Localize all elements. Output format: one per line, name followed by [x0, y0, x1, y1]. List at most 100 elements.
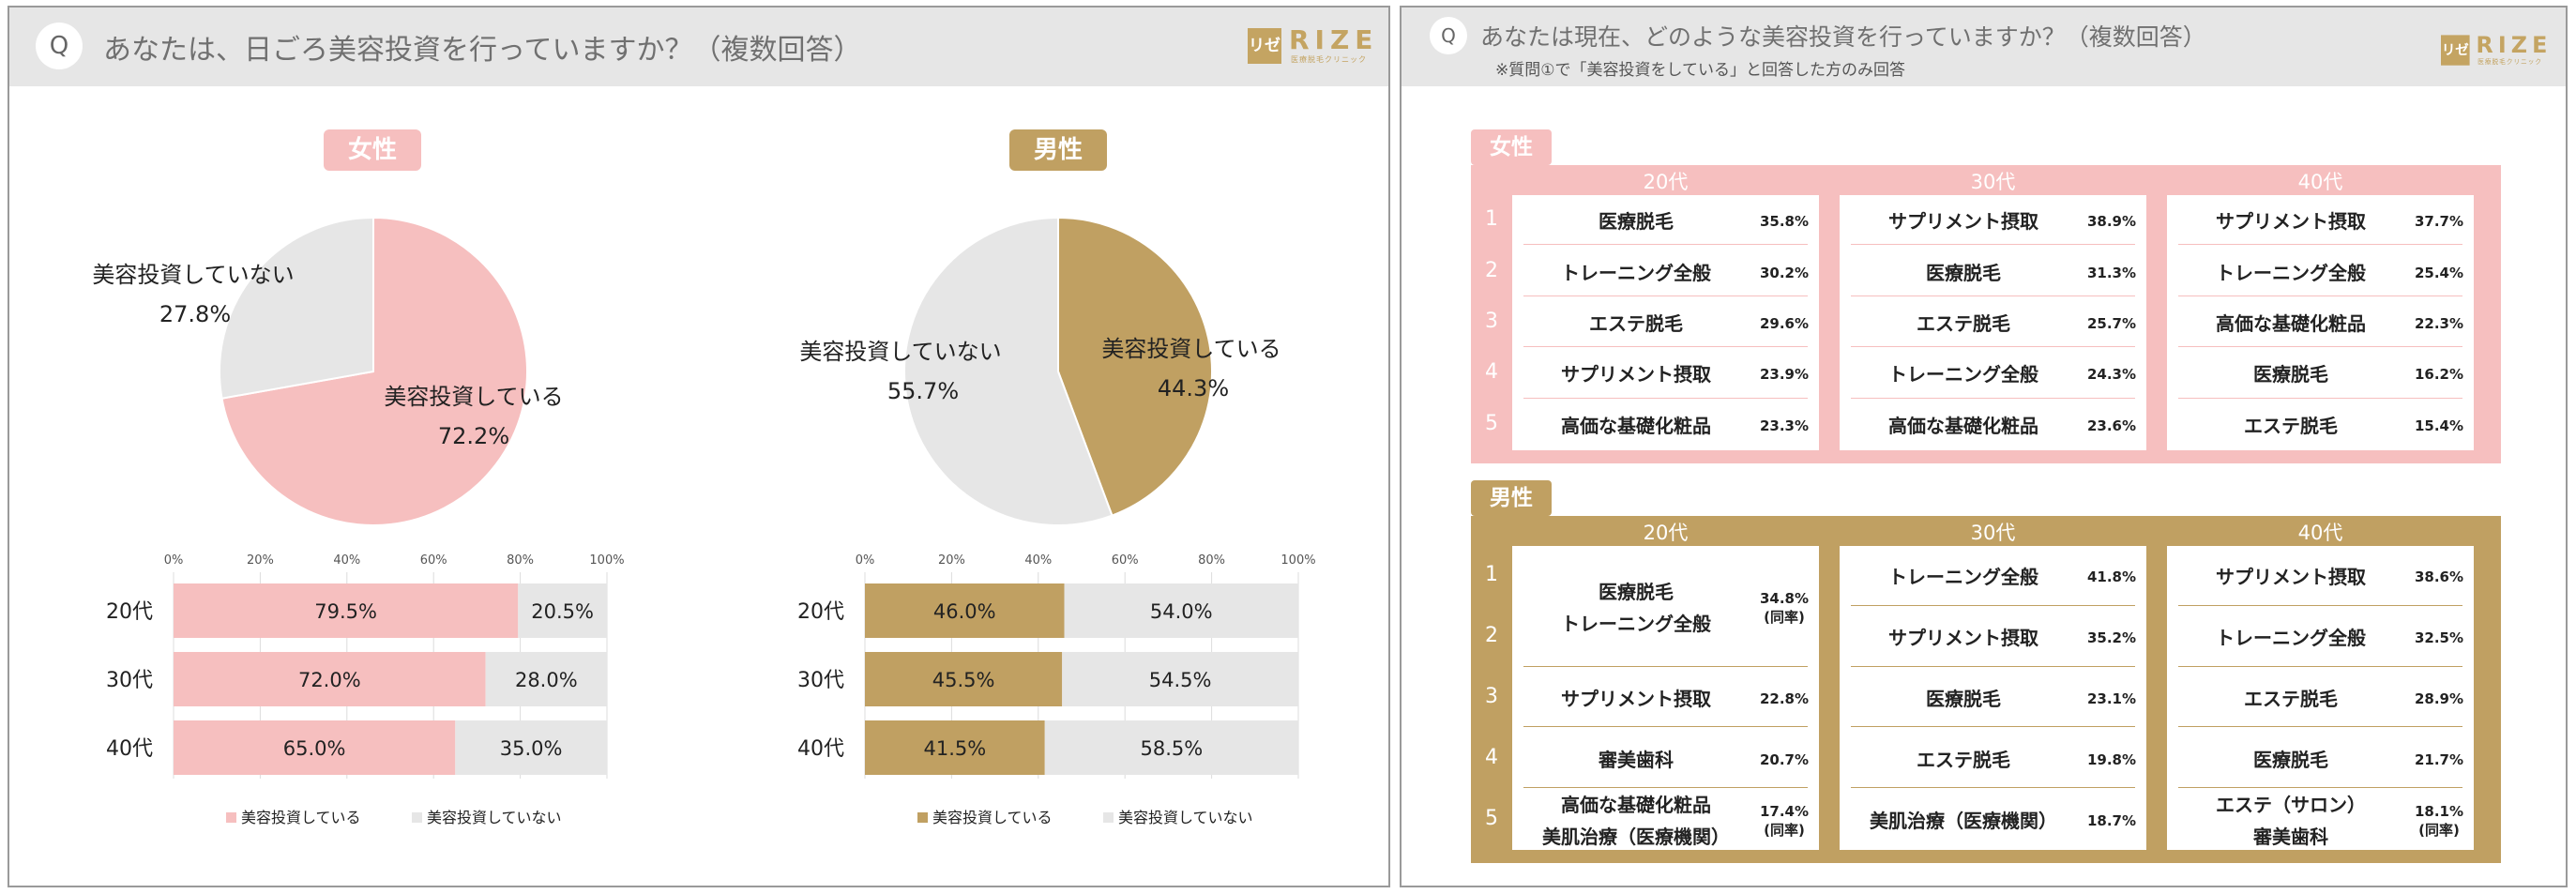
- male-ranking: 男性 1 2 3 4 5 20代 医療脱毛 トレーニング全般 34.8% (同率) サプリメント摂取…: [1471, 480, 2501, 863]
- female-bars-legend-label: 美容投資していない: [427, 809, 562, 826]
- female-ranking-column: サプリメント摂取 38.9% 医療脱毛 31.3% エステ脱毛 25.7% トレーニング全般…: [1840, 195, 2146, 450]
- female-ranking-item-percent: 15.4%: [2414, 417, 2464, 434]
- female-ranking-rank-number: 4: [1485, 360, 1498, 385]
- male-bars-legend-label: 美容投資していない: [1118, 809, 1253, 826]
- logo-sub: 医療脱毛クリニック: [2478, 58, 2542, 66]
- female-bars-bar-value: 72.0%: [298, 669, 361, 691]
- female-bars-tick-label: 80%: [507, 553, 534, 568]
- male-ranking-rank-number: 3: [1485, 685, 1498, 708]
- male-bars-bar-value: 45.5%: [932, 669, 995, 691]
- female-ranking-item-percent: 38.9%: [2086, 213, 2137, 231]
- female-ranking-column-header: 40代: [2297, 171, 2343, 193]
- female-ranking-rank-row: サプリメント摂取 38.9%: [1851, 199, 2136, 246]
- male-ranking-rank-row: サプリメント摂取 35.2%: [1851, 611, 2136, 667]
- female-ranking-rank-row: サプリメント摂取 37.7%: [2178, 199, 2463, 246]
- female-bars-tick-label: 0%: [164, 553, 184, 568]
- male-badge: 男性: [1009, 129, 1107, 171]
- female-ranking-rank-number: 1: [1485, 207, 1498, 232]
- male-ranking-rank-row: エステ脱毛 19.8%: [1851, 732, 2136, 789]
- male-ranking-rank-row: 医療脱毛 トレーニング全般 34.8% (同率): [1523, 550, 1809, 667]
- female-ranking-item-percent: 31.3%: [2086, 264, 2137, 281]
- male-ranking-column-header: 30代: [1970, 522, 2016, 544]
- male-ranking-rank-row: 美肌治療（医療機関） 18.7%: [1851, 793, 2136, 848]
- female-bars-row-label: 20代: [106, 600, 153, 624]
- male-ranking-rank-row: 医療脱毛 23.1%: [1851, 672, 2136, 728]
- male-ranking-item-percent: 35.2%: [2086, 629, 2137, 647]
- female-ranking-item-name: エステ脱毛: [2244, 414, 2338, 437]
- male-ranking-frame: 1 2 3 4 5 20代 医療脱毛 トレーニング全般 34.8% (同率) サプリメント摂取 22.…: [1471, 516, 2501, 863]
- female-pie-slice-not: [219, 216, 374, 400]
- female-ranking-column: 医療脱毛 35.8% トレーニング全般 30.2% エステ脱毛 29.6% サプリメント摂取…: [1512, 195, 1819, 450]
- male-pie-not-label: 美容投資していない: [799, 339, 1001, 365]
- male-ranking-column: 医療脱毛 トレーニング全般 34.8% (同率) サプリメント摂取 22.8% 審美歯科 20…: [1512, 546, 1819, 850]
- male-bars-bar-not: [1044, 720, 1298, 775]
- male-ranking-item-percent: 21.7%: [2414, 750, 2464, 768]
- female-ranking-rank-row: 高価な基礎化粧品 22.3%: [2178, 301, 2463, 348]
- female-bars-row-label: 30代: [106, 669, 153, 692]
- male-bars-tick-label: 20%: [938, 553, 965, 568]
- question-note: ※質問①で「美容投資をしている」と回答した方のみ回答: [1495, 61, 1905, 80]
- female-bars-bar-invest: [174, 652, 486, 706]
- male-ranking-column: サプリメント摂取 38.6% トレーニング全般 32.5% エステ脱毛 28.9% 医療脱毛…: [2167, 546, 2474, 850]
- male-ranking-rank-row: 審美歯科 20.7%: [1523, 732, 1809, 789]
- male-ranking-rank-row: エステ（サロン） 審美歯科 18.1% (同率): [2178, 793, 2463, 848]
- male-ranking-item-name: サプリメント摂取: [2216, 566, 2366, 589]
- female-bars-bar-value: 65.0%: [283, 737, 346, 760]
- male-bars-legend-label: 美容投資している: [932, 809, 1053, 826]
- male-ranking-rank-row: トレーニング全般 32.5%: [2178, 611, 2463, 667]
- female-bars-bar-value: 79.5%: [314, 600, 377, 623]
- male-ranking-item-name: 高価な基礎化粧品 美肌治療（医療機関）: [1542, 793, 1730, 848]
- male-ranking-column-header: 20代: [1643, 522, 1689, 544]
- male-ranking-rank-number: 5: [1485, 806, 1498, 830]
- male-bar-chart: 0% 20% 40% 60% 80% 100% 20代 46.0% 54.0% 30代 45.5% 5…: [797, 553, 1316, 826]
- male-ranking-item-name: 医療脱毛: [1926, 687, 2001, 710]
- male-pie-invest-label: 美容投資している: [1101, 336, 1280, 362]
- female-ranking-rank-row: トレーニング全般 25.4%: [2178, 250, 2463, 296]
- male-ranking-item-percent: 22.8%: [1759, 689, 1810, 707]
- male-bars-tick-label: 60%: [1112, 553, 1139, 568]
- male-bars-bar-not: [1064, 583, 1298, 638]
- male-ranking-item-name: トレーニング全般: [2216, 627, 2366, 650]
- female-ranking-item-name: 医療脱毛: [2253, 363, 2328, 386]
- male-ranking-item-name: エステ脱毛: [1917, 748, 2010, 771]
- female-bars-bar-invest: [174, 583, 519, 638]
- right-panel: Q あなたは現在、どのような美容投資を行っていますか？（複数回答） ※質問①で「…: [1400, 6, 2568, 887]
- male-ranking-item-name: トレーニング全般: [1888, 566, 2038, 589]
- female-ranking-frame: 1 2 3 4 5 20代 医療脱毛 35.8% トレーニング全般 30.2% エステ脱毛 29.6%…: [1471, 165, 2501, 463]
- female-ranking-item-percent: 23.6%: [2086, 417, 2137, 434]
- question-title: あなたは、日ごろ美容投資を行っていますか？（複数回答）: [103, 34, 862, 67]
- male-ranking-item-name: エステ脱毛: [2244, 687, 2338, 710]
- male-bars-row-label: 40代: [797, 737, 844, 761]
- male-ranking-rank-row: トレーニング全般 41.8%: [1851, 550, 2136, 606]
- female-ranking-item-percent: 25.4%: [2414, 264, 2464, 281]
- male-bars-legend-swatch: [917, 812, 928, 823]
- female-bars-tick-label: 60%: [420, 553, 447, 568]
- female-ranking-column-header: 20代: [1643, 171, 1689, 193]
- female-ranking-rank-row: 医療脱毛 35.8%: [1523, 199, 1809, 246]
- male-pie-not-value: 55.7%: [887, 378, 959, 404]
- male-bars-tick-label: 100%: [1280, 553, 1315, 568]
- male-ranking-column-header: 40代: [2297, 522, 2343, 544]
- female-pie-not-label: 美容投資していない: [92, 262, 294, 288]
- male-ranking-rank-row: 医療脱毛 21.7%: [2178, 732, 2463, 789]
- female-ranking: 女性 1 2 3 4 5 20代 医療脱毛 35.8% トレーニング全般 30.2% エステ脱毛 29…: [1471, 129, 2501, 463]
- male-ranking-item-percent: 32.5%: [2414, 629, 2464, 647]
- female-bars-legend-swatch: [412, 812, 422, 823]
- male-bars-bar-invest: [865, 652, 1063, 706]
- female-bars-tick-label: 100%: [589, 553, 624, 568]
- female-ranking-badge: 女性: [1471, 129, 1552, 165]
- male-ranking-item-name: サプリメント摂取: [1888, 627, 2038, 650]
- female-ranking-item-percent: 37.7%: [2414, 213, 2464, 231]
- logo-word: RIZE: [2476, 32, 2553, 59]
- male-ranking-rank-number: 4: [1485, 745, 1498, 769]
- male-bars-tick-label: 40%: [1024, 553, 1052, 568]
- male-bars-legend-swatch: [1103, 812, 1114, 823]
- female-ranking-item-percent: 29.6%: [1759, 314, 1810, 332]
- female-ranking-rank-number: 5: [1485, 411, 1498, 435]
- female-pie-invest-label: 美容投資している: [384, 384, 563, 410]
- male-ranking-item-name: エステ（サロン） 審美歯科: [2216, 793, 2366, 848]
- female-ranking-item-percent: 16.2%: [2414, 366, 2464, 384]
- female-bars-legend-swatch: [226, 812, 236, 823]
- male-ranking-rank-number: 1: [1485, 563, 1498, 587]
- male-ranking-item-percent: 41.8%: [2086, 568, 2137, 586]
